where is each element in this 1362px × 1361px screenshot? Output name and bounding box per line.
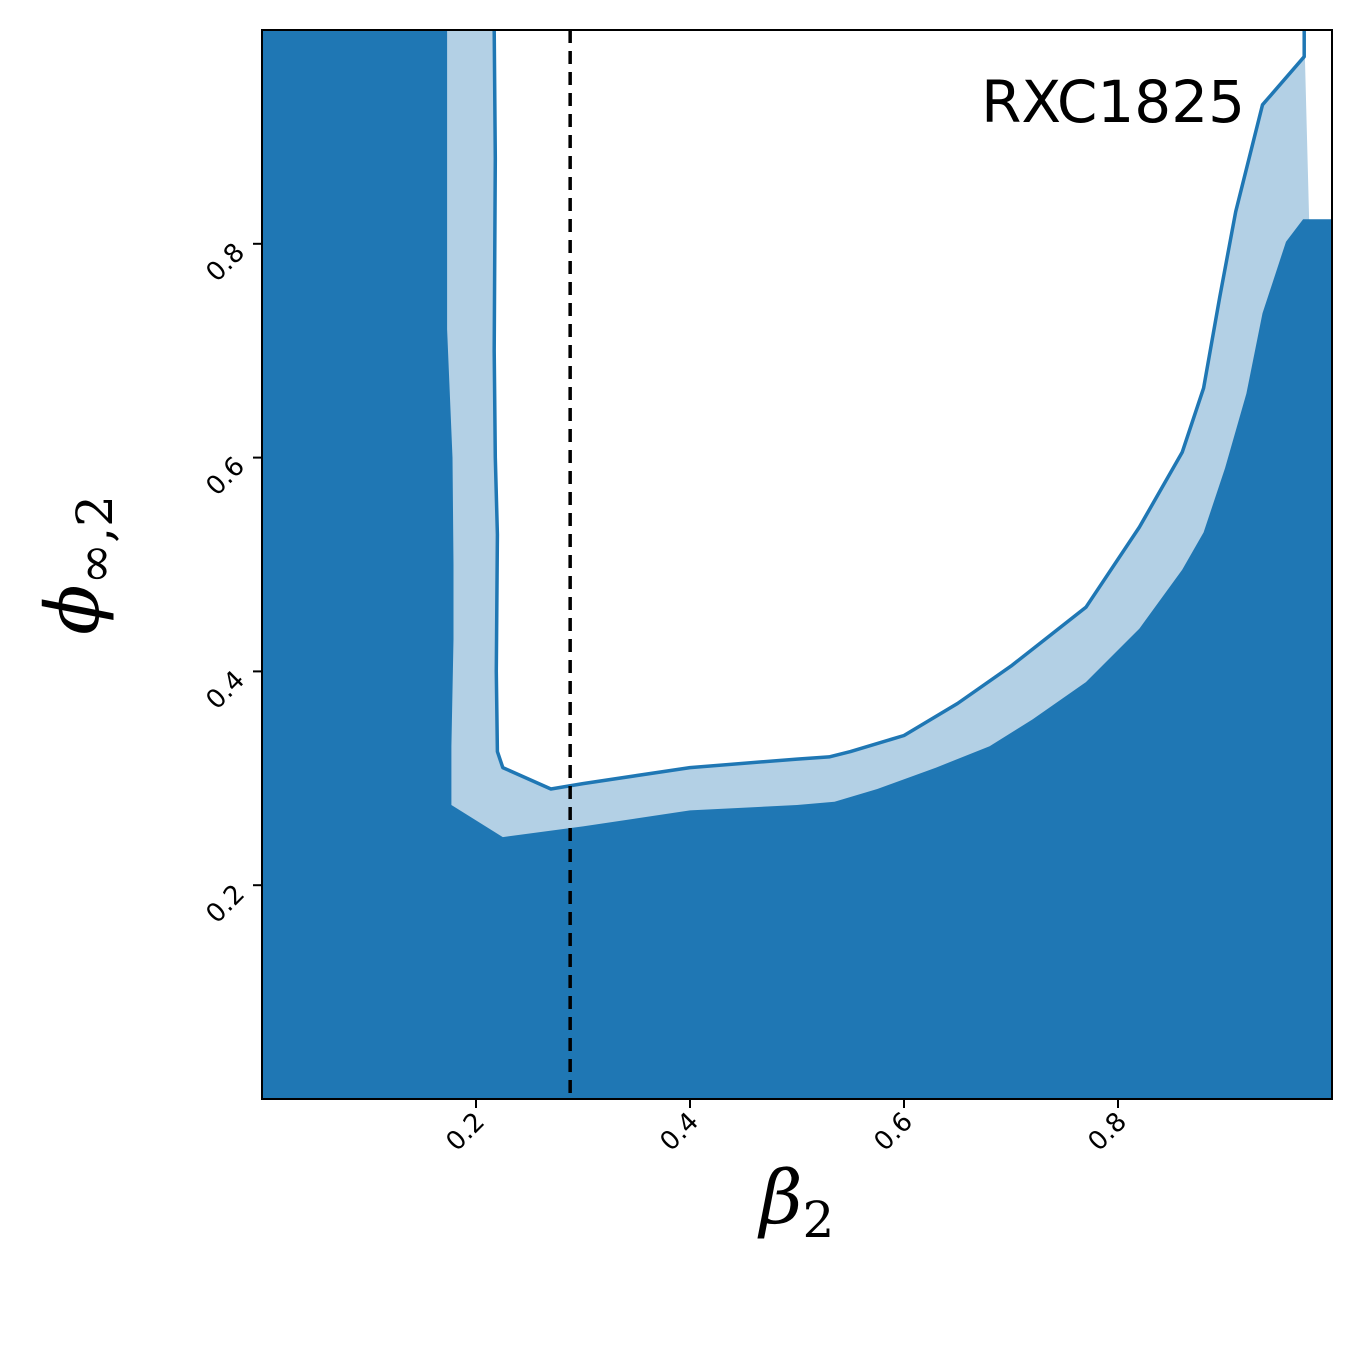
x-tick-label: 0.8 <box>1082 1107 1132 1157</box>
x-tick-label: 0.2 <box>440 1107 490 1157</box>
x-axis-ticks: 0.2 0.4 0.6 0.8 <box>440 1099 1133 1157</box>
x-tick-label: 0.4 <box>654 1107 704 1157</box>
y-tick-label: 0.4 <box>200 665 250 715</box>
inner-credible-region <box>262 30 1332 1099</box>
y-tick-label: 0.8 <box>200 238 250 288</box>
y-axis-ticks: 0.2 0.4 0.6 0.8 <box>200 238 262 929</box>
y-axis-label: ϕ∞,2 <box>30 495 124 635</box>
x-axis-label: β2 <box>757 1155 835 1249</box>
x-axis-label-subscript: 2 <box>802 1191 834 1249</box>
y-tick-label: 0.6 <box>200 451 250 501</box>
outer-contour-line <box>492 30 1306 791</box>
x-axis-label-symbol: β <box>757 1155 803 1241</box>
x-tick-label: 0.6 <box>868 1107 918 1157</box>
y-axis-label-subscript: ∞,2 <box>66 495 124 584</box>
plot-frame <box>261 29 1333 1100</box>
y-axis-label-symbol: ϕ <box>30 584 116 634</box>
cluster-annotation: RXC1825 <box>981 68 1245 136</box>
y-tick-label: 0.2 <box>200 879 250 929</box>
